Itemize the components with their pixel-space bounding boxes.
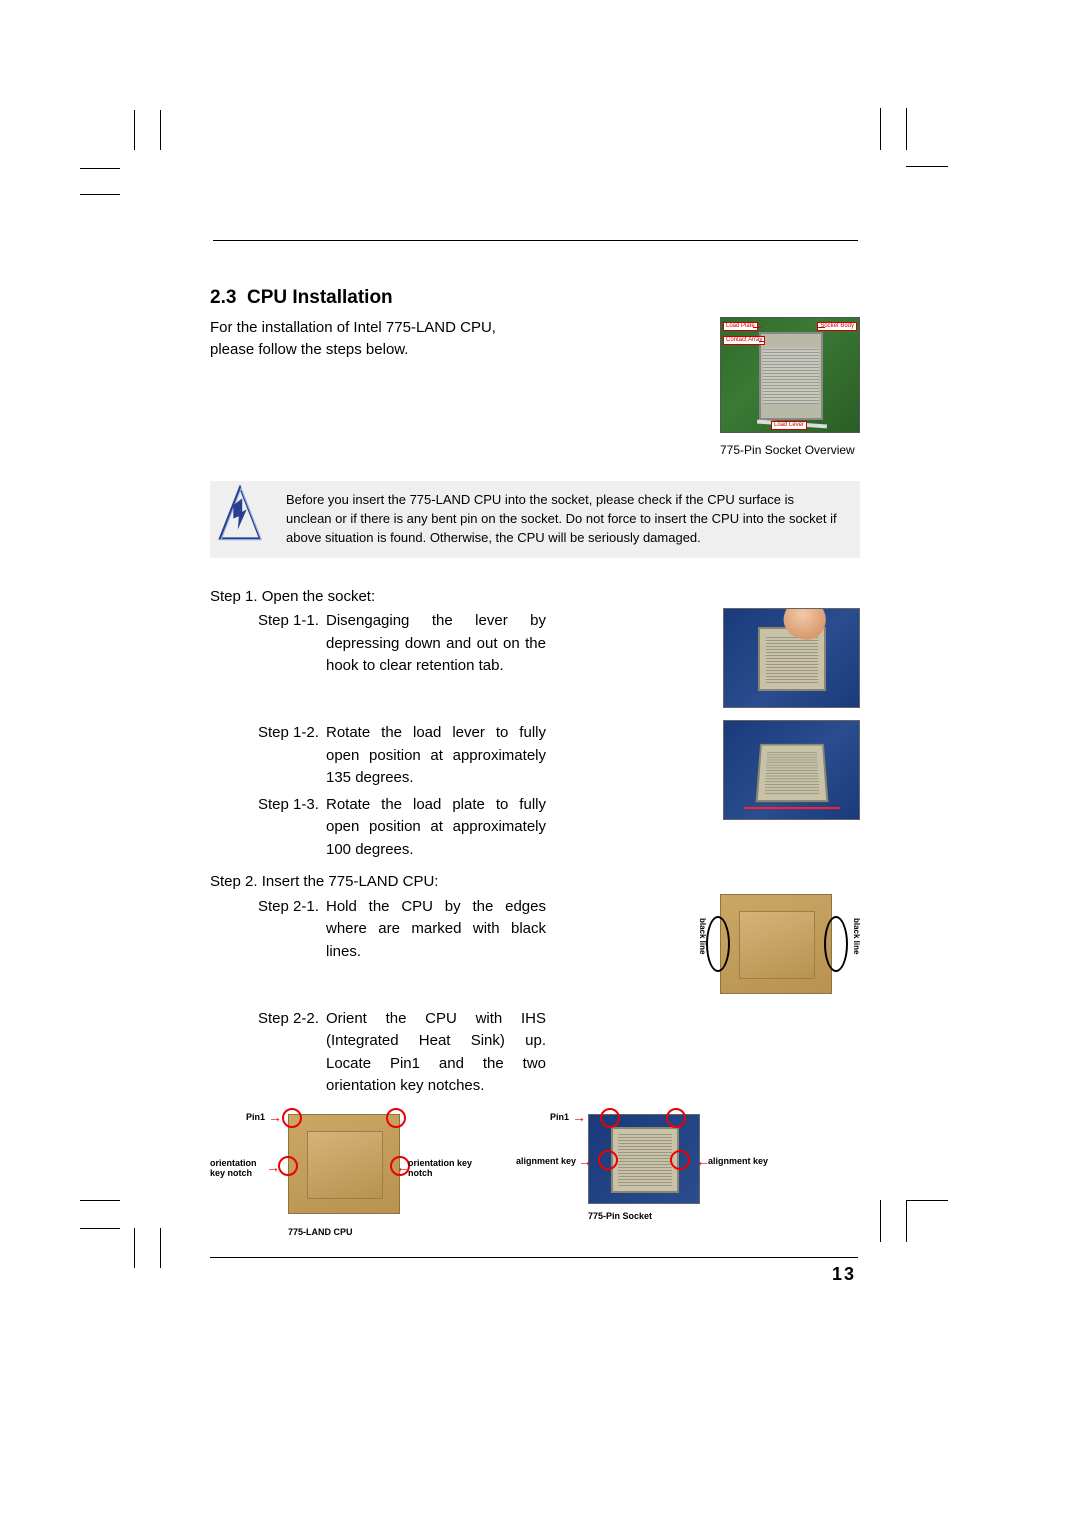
figure-step1-2	[723, 720, 860, 820]
cpu-left-notch-label: orientation key notch	[210, 1158, 270, 1180]
cpu-label-right: black line	[850, 918, 862, 954]
socket-caption: 775-Pin Socket	[588, 1210, 800, 1224]
socket-right-key-label: alignment key	[708, 1156, 792, 1167]
figure-cpu-orientation: Pin1 → orientation key notch → orientati…	[210, 1114, 470, 1240]
figure-cpu-edges	[720, 894, 832, 994]
figure-step1-1	[723, 608, 860, 708]
socket-pin1-label: Pin1	[550, 1112, 569, 1123]
step2: Step 2. Insert the 775-LAND CPU:	[210, 871, 860, 894]
cpu-label-left: black line	[696, 918, 708, 954]
step1-3: Step 1-3.Rotate the load plate to fully …	[210, 794, 550, 862]
bottom-rule	[210, 1257, 858, 1258]
intro-paragraph: For the installation of Intel 775-LAND C…	[210, 317, 500, 457]
warning-text: Before you insert the 775-LAND CPU into …	[286, 491, 842, 548]
step1: Step 1. Open the socket:	[210, 586, 860, 609]
step1-2: Step 1-2.Rotate the load lever to fully …	[210, 722, 550, 790]
section-heading: 2.3 CPU Installation	[210, 287, 860, 309]
section-number: 2.3	[210, 287, 236, 308]
warning-icon	[212, 485, 268, 543]
warning-box: Before you insert the 775-LAND CPU into …	[210, 481, 860, 558]
page-number: 13	[210, 1264, 860, 1285]
top-rule	[213, 240, 858, 241]
cpu-caption: 775-LAND CPU	[288, 1226, 470, 1240]
figure1-caption: 775-Pin Socket Overview	[720, 443, 860, 457]
figure-socket-overview: Load Plate Contact Array Socket Body Loa…	[720, 317, 860, 433]
step2-2: Step 2-2.Orient the CPU with IHS (Integr…	[210, 1008, 550, 1098]
figure-socket-alignment: Pin1 → alignment key → alignment key ← 7…	[500, 1114, 800, 1240]
fig1-label-load-lever: Load Lever	[771, 421, 807, 430]
cpu-pin1-label: Pin1	[246, 1112, 265, 1123]
socket-left-key-label: alignment key	[500, 1156, 576, 1167]
step2-1: Step 2-1.Hold the CPU by the edges where…	[210, 896, 550, 964]
section-title-text: CPU Installation	[247, 287, 393, 308]
cpu-right-notch-label: orientation key notch	[408, 1158, 472, 1180]
step1-1: Step 1-1.Disengaging the lever by depres…	[210, 610, 550, 678]
